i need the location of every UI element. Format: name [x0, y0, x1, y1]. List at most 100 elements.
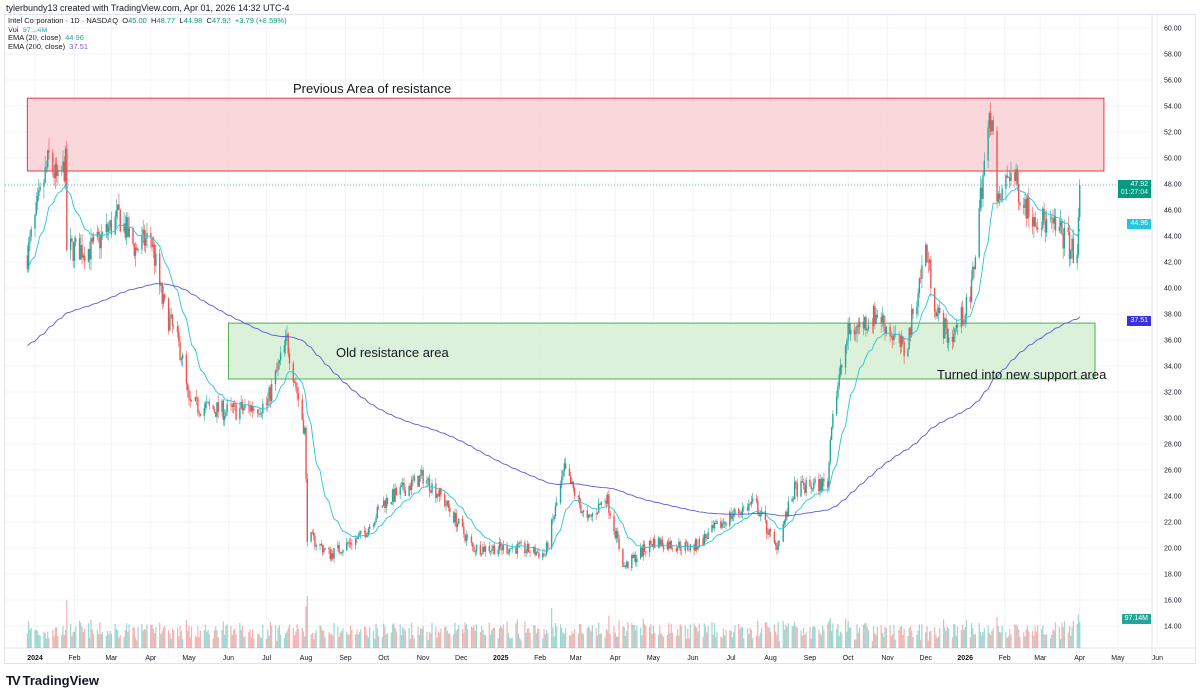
candle-body	[1070, 250, 1072, 259]
candle-body	[54, 163, 57, 179]
volume-bar	[474, 630, 476, 648]
volume-bar	[1062, 627, 1064, 648]
candle-body	[981, 187, 983, 199]
candle-body	[270, 384, 273, 402]
volume-bar	[372, 630, 375, 648]
candle-body	[935, 311, 937, 317]
volume-bar	[84, 628, 86, 648]
candle-body	[136, 247, 138, 251]
volume-bar	[730, 630, 732, 648]
volume-bar	[599, 634, 601, 648]
candle-body	[802, 482, 805, 486]
candle-body	[278, 360, 281, 364]
candle-body	[106, 224, 109, 232]
ema200-price-tag: 37.51	[1127, 316, 1151, 326]
volume-bar	[911, 630, 913, 648]
candle-body	[216, 402, 218, 417]
candle-body	[508, 548, 511, 553]
volume-bar	[1060, 638, 1062, 648]
y-tick-label: 16.00	[1164, 598, 1182, 605]
x-tick-label: Mar	[105, 655, 118, 662]
volume-bar	[685, 638, 688, 648]
volume-bar	[804, 635, 806, 648]
candle-body	[1014, 172, 1016, 182]
volume-bar	[766, 622, 768, 648]
candle-body	[769, 529, 772, 532]
candle-body	[483, 546, 485, 552]
candle-body	[99, 234, 101, 249]
volume-bar	[375, 623, 377, 648]
volume-bar	[670, 623, 672, 648]
candle-body	[939, 307, 941, 313]
volume-bar	[871, 640, 873, 648]
x-tick-label: Feb	[68, 655, 80, 662]
candle-body	[671, 548, 674, 549]
candle-body	[447, 500, 450, 508]
volume-bar	[431, 623, 433, 648]
candle-body	[944, 318, 946, 339]
volume-bar	[951, 637, 954, 648]
volume-bar	[473, 624, 475, 648]
candle-body	[787, 501, 790, 517]
volume-bar	[697, 631, 699, 648]
candle-body	[837, 386, 839, 397]
volume-bar	[853, 639, 856, 648]
volume-bar	[188, 625, 190, 648]
volume-bar	[276, 640, 278, 648]
volume-bar	[720, 636, 722, 648]
volume-bar	[712, 634, 714, 648]
volume-bar	[170, 638, 172, 648]
volume-bar	[470, 626, 473, 648]
candle-body	[301, 399, 303, 420]
candle-body	[185, 354, 188, 384]
candle-body	[640, 547, 642, 559]
symbol-name[interactable]: Intel Corporation · 1D · NASDAQ	[8, 16, 119, 25]
tradingview-logo[interactable]: TV TradingView	[6, 673, 99, 688]
candle-body	[320, 544, 323, 546]
volume-bar	[838, 635, 840, 648]
volume-bar	[702, 636, 704, 648]
candle-body	[529, 552, 531, 554]
candle-body	[187, 383, 189, 391]
volume-bar	[757, 620, 759, 648]
volume-bar	[642, 618, 644, 648]
candle-body	[828, 461, 830, 488]
volume-bar	[677, 629, 679, 648]
y-tick-label: 40.00	[1164, 286, 1182, 293]
volume-bar	[34, 629, 36, 648]
candle-body	[970, 279, 973, 302]
candle-body	[748, 503, 750, 511]
candle-body	[43, 182, 45, 187]
volume-bar	[659, 625, 661, 648]
candle-body	[515, 547, 517, 554]
volume-bar	[109, 630, 111, 648]
volume-bar	[776, 634, 778, 648]
candle-body	[608, 494, 610, 514]
candle-body	[458, 518, 460, 524]
volume-bar	[668, 622, 670, 648]
x-tick-label: 2025	[493, 655, 509, 662]
volume-bar	[830, 630, 833, 648]
volume-bar	[43, 631, 45, 648]
candle-body	[618, 538, 620, 550]
candle-body	[473, 546, 475, 552]
volume-bar	[226, 624, 228, 648]
volume-bar	[408, 628, 410, 648]
volume-bar	[1067, 632, 1069, 648]
volume-bar	[511, 637, 513, 648]
ema200-legend[interactable]: EMA (200, close) 37.51	[8, 41, 89, 51]
candle-body	[1072, 238, 1075, 263]
volume-bar	[190, 626, 193, 648]
volume-bar	[278, 625, 280, 648]
volume-bar	[671, 632, 674, 648]
candle-body	[89, 249, 91, 260]
volume-bar	[617, 636, 619, 648]
x-tick-label: Jun	[223, 655, 234, 662]
volume-bar	[874, 633, 876, 648]
candle-body	[435, 483, 437, 498]
candle-body	[231, 404, 233, 408]
candle-body	[286, 334, 288, 336]
candle-body	[556, 502, 558, 506]
volume-bar	[230, 626, 232, 648]
